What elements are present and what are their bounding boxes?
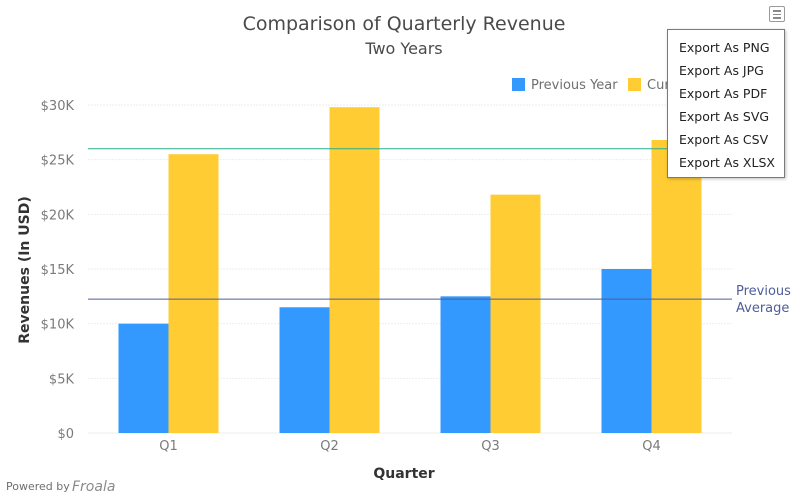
y-tick-label: $10K [41, 318, 75, 333]
x-tick-label: Q3 [481, 439, 500, 454]
trendline-label: Previous Average [736, 284, 791, 316]
trendlines: Previous Average [88, 148, 791, 316]
x-tick-label: Q2 [320, 439, 339, 454]
bar [329, 107, 380, 433]
x-tick-label: Q1 [159, 439, 178, 454]
x-axis-title: Quarter [373, 466, 434, 482]
y-tick-label: $25K [41, 154, 75, 169]
export-pdf-item[interactable]: Export As PDF [679, 86, 768, 101]
bar [440, 296, 491, 433]
bar [118, 323, 169, 433]
bar [168, 154, 219, 433]
y-tick-label: $30K [41, 99, 75, 114]
bar [601, 269, 652, 433]
bars [118, 107, 702, 433]
bar [490, 194, 541, 433]
y-axis-title: Revenues (In USD) [17, 196, 33, 343]
y-tick-label: $5K [49, 372, 75, 387]
export-csv-item[interactable]: Export As CSV [679, 132, 769, 147]
x-tick-label: Q4 [642, 439, 661, 454]
legend-swatch [628, 78, 641, 91]
y-tick-label: $0 [57, 427, 74, 442]
chart-subtitle: Two Years [364, 39, 442, 58]
bar [651, 139, 702, 433]
legend-label: Previous Year [531, 78, 618, 93]
export-xlsx-item[interactable]: Export As XLSX [679, 155, 775, 170]
powered-by-label: Powered by [6, 480, 70, 493]
bar [279, 307, 330, 433]
y-tick-label: $20K [41, 208, 75, 223]
froala-logo[interactable]: Froala [72, 479, 115, 495]
y-tick-label: $15K [41, 263, 75, 278]
export-jpg-item[interactable]: Export As JPG [679, 63, 764, 78]
export-menu: Export As PNG Export As JPG Export As PD… [667, 29, 785, 178]
export-png-item[interactable]: Export As PNG [679, 40, 770, 55]
chart-title: Comparison of Quarterly Revenue [243, 13, 566, 35]
y-axis-ticks: $0 $5K $10K $15K $20K $25K $30K [41, 99, 75, 442]
x-axis-ticks: Q1 Q2 Q3 Q4 [159, 439, 661, 454]
legend-swatch [512, 78, 525, 91]
export-svg-item[interactable]: Export As SVG [679, 109, 770, 124]
export-menu-button[interactable] [769, 6, 785, 22]
